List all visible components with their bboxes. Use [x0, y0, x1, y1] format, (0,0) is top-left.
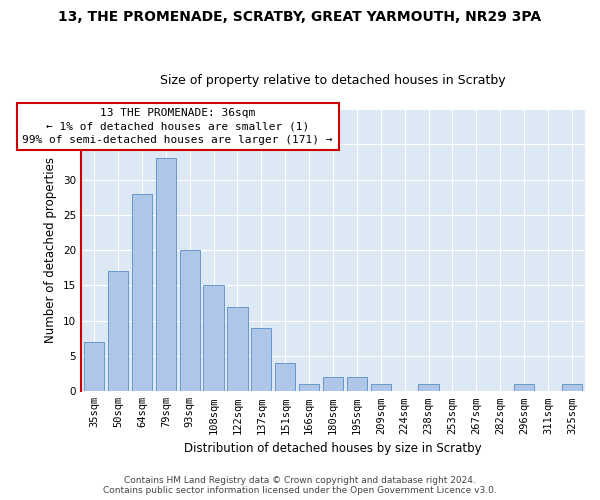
Bar	[84, 342, 104, 392]
Bar	[275, 363, 295, 392]
Bar	[371, 384, 391, 392]
Bar	[155, 158, 176, 392]
Y-axis label: Number of detached properties: Number of detached properties	[44, 157, 58, 343]
Bar	[203, 286, 224, 392]
X-axis label: Distribution of detached houses by size in Scratby: Distribution of detached houses by size …	[184, 442, 482, 455]
Text: 13 THE PROMENADE: 36sqm
← 1% of detached houses are smaller (1)
99% of semi-deta: 13 THE PROMENADE: 36sqm ← 1% of detached…	[22, 108, 333, 145]
Bar	[347, 377, 367, 392]
Bar	[227, 306, 248, 392]
Bar	[562, 384, 582, 392]
Bar	[299, 384, 319, 392]
Bar	[108, 272, 128, 392]
Bar	[179, 250, 200, 392]
Bar	[251, 328, 271, 392]
Bar	[132, 194, 152, 392]
Bar	[514, 384, 534, 392]
Bar	[323, 377, 343, 392]
Text: 13, THE PROMENADE, SCRATBY, GREAT YARMOUTH, NR29 3PA: 13, THE PROMENADE, SCRATBY, GREAT YARMOU…	[58, 10, 542, 24]
Title: Size of property relative to detached houses in Scratby: Size of property relative to detached ho…	[160, 74, 506, 87]
Text: Contains HM Land Registry data © Crown copyright and database right 2024.
Contai: Contains HM Land Registry data © Crown c…	[103, 476, 497, 495]
Bar	[418, 384, 439, 392]
